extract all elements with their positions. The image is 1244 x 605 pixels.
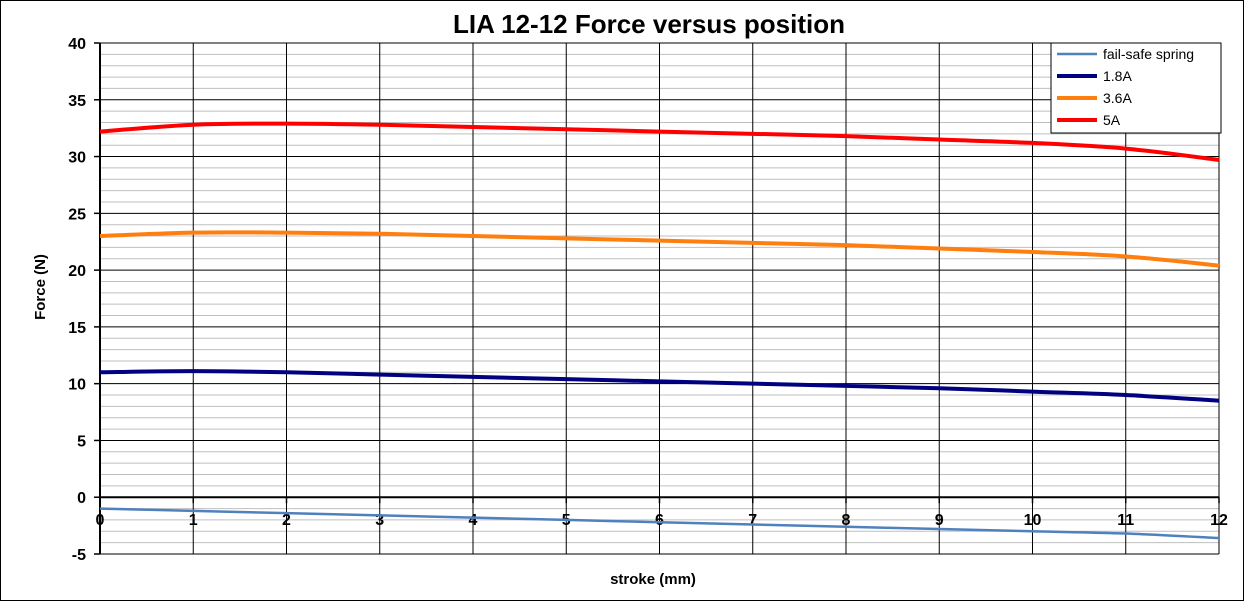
series-line-fail-safe-spring xyxy=(99,507,1220,540)
series-line-3-6a xyxy=(99,230,1220,268)
legend-label-fail-safe-spring: fail-safe spring xyxy=(1103,46,1194,62)
series-line-5a xyxy=(99,121,1220,162)
x-tick-label: 7 xyxy=(748,512,757,529)
x-axis-title: stroke (mm) xyxy=(610,571,696,588)
y-tick-label: 10 xyxy=(68,377,86,394)
x-tick-label: 2 xyxy=(282,512,291,529)
legend-label-3-6a: 3.6A xyxy=(1103,90,1132,106)
chart-title: LIA 12-12 Force versus position xyxy=(453,9,845,39)
y-tick-label: 40 xyxy=(68,36,86,53)
y-tick-label: 15 xyxy=(68,320,86,337)
x-tick-label: 4 xyxy=(469,512,478,529)
axes xyxy=(94,42,1220,555)
legend: fail-safe spring 1.8A 3.6A 5A xyxy=(1050,42,1222,134)
series-line-1-8a xyxy=(99,369,1220,403)
x-tick-label: 10 xyxy=(1024,512,1042,529)
y-tick-label: 5 xyxy=(77,433,86,450)
series-lines xyxy=(99,121,1220,540)
y-axis-title: Force (N) xyxy=(32,254,49,320)
legend-label-5a: 5A xyxy=(1103,112,1121,128)
x-tick-label: 12 xyxy=(1210,512,1228,529)
x-tick-label: 9 xyxy=(935,512,944,529)
x-tick-label: 11 xyxy=(1117,512,1134,529)
x-tick-label: 6 xyxy=(655,512,664,529)
y-tick-label: 30 xyxy=(68,150,86,167)
x-tick-label: 3 xyxy=(375,512,384,529)
x-tick-label: 8 xyxy=(842,512,851,529)
y-tick-label: 35 xyxy=(68,93,86,110)
legend-label-1-8a: 1.8A xyxy=(1103,68,1132,84)
y-tick-label: 25 xyxy=(68,206,86,223)
x-tick-label: 0 xyxy=(96,512,105,529)
y-tick-label: 0 xyxy=(77,490,86,507)
x-tick-labels: 0 1 2 3 4 5 6 7 8 9 10 11 12 xyxy=(96,512,1228,529)
x-tick-label: 1 xyxy=(189,512,198,529)
y-tick-label: -5 xyxy=(72,547,86,564)
y-tick-labels: -5 0 5 10 15 20 25 30 35 40 xyxy=(68,36,86,564)
y-tick-label: 20 xyxy=(68,263,86,280)
